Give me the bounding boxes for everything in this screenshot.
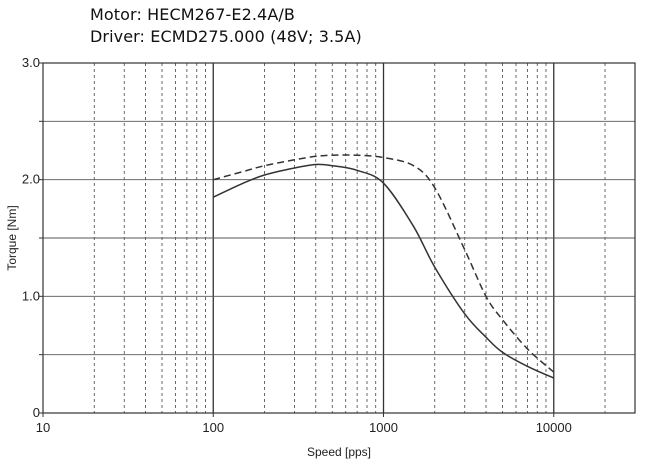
- y-tick-label: 3.0: [22, 55, 40, 70]
- grid: [43, 63, 635, 413]
- x-tick-label: 10000: [536, 420, 572, 435]
- y-tick-label: 0: [33, 405, 40, 420]
- plot-border: [42, 62, 636, 414]
- x-axis-label: Speed [pps]: [307, 445, 371, 459]
- x-tick-label: 10: [36, 420, 50, 435]
- x-tick-label: 1000: [369, 420, 398, 435]
- series-layer: [212, 154, 555, 379]
- y-axis-label: Torque [Nm]: [5, 205, 19, 270]
- y-tick-label: 2.0: [22, 172, 40, 187]
- torque-curve-solid: [212, 163, 555, 379]
- chart-header: Motor: HECM267-E2.4A/B Driver: ECMD275.0…: [90, 4, 630, 48]
- torque-curve-dashed: [213, 154, 555, 373]
- x-tick-label: 100: [202, 420, 224, 435]
- y-tick-label: 1.0: [22, 288, 40, 303]
- motor-label: Motor: HECM267-E2.4A/B: [90, 5, 295, 24]
- driver-label: Driver: ECMD275.000 (48V; 3.5A): [90, 27, 362, 46]
- tick-labels: 10 100 1000 10000 0 1.0 2.0 3.0: [22, 55, 572, 435]
